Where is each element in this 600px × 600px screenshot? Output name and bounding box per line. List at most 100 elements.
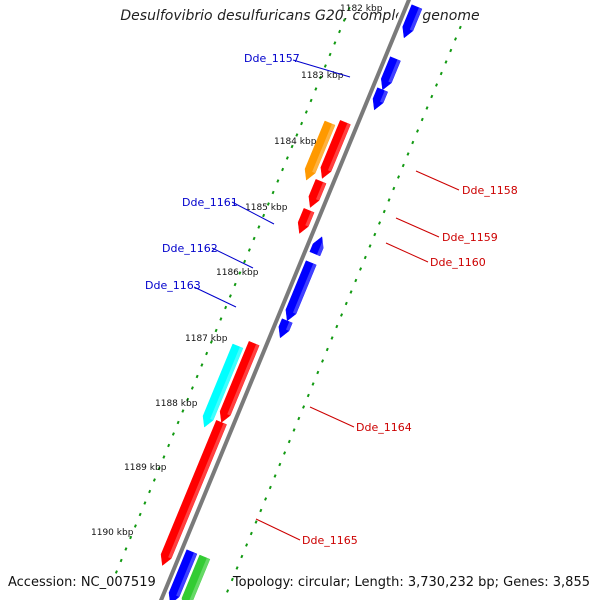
right-gc-dot xyxy=(238,271,242,275)
right-gc-dot xyxy=(224,305,228,310)
left-gc-dot xyxy=(425,106,429,110)
gene-label-dde-1159[interactable]: Dde_1159 xyxy=(442,231,498,244)
gene-label-dde-1160[interactable]: Dde_1160 xyxy=(430,256,486,269)
gene-dde-1157a-shade xyxy=(388,59,401,83)
gene-dde-1159[interactable] xyxy=(308,178,327,208)
gene-dde-1161[interactable] xyxy=(309,236,324,257)
gene-dde-1166[interactable] xyxy=(168,549,198,600)
left-gc-dot xyxy=(306,393,310,398)
left-gc-dot xyxy=(325,347,329,352)
gene-label-dde-1158[interactable]: Dde_1158 xyxy=(462,184,518,197)
left-gc-dot xyxy=(387,198,391,202)
leader-line-dde-1160 xyxy=(385,242,429,263)
left-gc-dot xyxy=(259,508,263,513)
right-gc-dot xyxy=(228,294,232,298)
kbp-label-1186: 1186 kbp xyxy=(216,268,259,278)
left-gc-dot xyxy=(435,83,439,87)
gene-label-dde-1164[interactable]: Dde_1164 xyxy=(356,421,412,434)
left-gc-dot xyxy=(382,209,386,214)
kbp-label-1188: 1188 kbp xyxy=(155,399,198,409)
gene-dde-1167[interactable] xyxy=(181,554,211,600)
right-gc-track xyxy=(114,6,351,574)
right-gc-dot xyxy=(214,328,218,333)
right-gc-dot xyxy=(295,133,299,137)
gene-dde-1164-shade xyxy=(210,346,243,421)
gene-dde-1163[interactable] xyxy=(278,318,293,339)
left-gc-track xyxy=(226,25,462,593)
left-gc-dot xyxy=(245,543,249,547)
left-gc-dot xyxy=(420,117,424,122)
right-gc-dot xyxy=(148,489,152,494)
kbp-label-1183: 1183 kbp xyxy=(301,71,344,81)
gene-dde-1165-shade xyxy=(168,423,227,559)
left-gc-dot xyxy=(340,313,344,317)
gene-dde-1160[interactable] xyxy=(297,207,315,234)
gene-dde-1160-shade xyxy=(305,211,315,227)
gene-label-dde-1165[interactable]: Dde_1165 xyxy=(302,534,358,547)
kbp-label-1182: 1182 kbp xyxy=(340,4,383,14)
gene-dde-1161-shade xyxy=(316,237,327,256)
left-gc-dot xyxy=(316,370,320,375)
gene-label-dde-1157[interactable]: Dde_1157 xyxy=(244,52,300,65)
left-gc-dot xyxy=(283,451,287,455)
right-gc-dot xyxy=(195,374,199,379)
left-gc-dot xyxy=(278,462,282,467)
gene-dde-1164a-shade xyxy=(227,344,260,416)
right-gc-dot xyxy=(271,190,275,195)
right-gc-dot xyxy=(133,524,137,528)
right-gc-dot xyxy=(209,340,213,344)
left-gc-dot xyxy=(287,439,291,444)
right-gc-dot xyxy=(281,167,285,172)
left-gc-dot xyxy=(321,359,325,363)
gene-label-dde-1162[interactable]: Dde_1162 xyxy=(162,242,218,255)
right-gc-dot xyxy=(252,236,256,241)
left-gc-dot xyxy=(392,186,396,191)
gene-dde-1158-shade xyxy=(327,123,351,172)
left-gc-dot xyxy=(330,336,334,340)
right-gc-dot xyxy=(333,41,337,45)
gene-dde-1157[interactable] xyxy=(372,87,389,111)
right-gc-dot xyxy=(114,570,118,574)
right-gc-dot xyxy=(323,64,327,68)
left-gc-dot xyxy=(359,267,363,271)
right-gc-dot xyxy=(119,558,123,563)
gene-dde-1157a[interactable] xyxy=(380,56,401,91)
left-gc-dot xyxy=(230,577,234,582)
gene-label-dde-1161[interactable]: Dde_1161 xyxy=(182,196,238,209)
gene-features xyxy=(160,4,423,600)
gene-label-dde-1163[interactable]: Dde_1163 xyxy=(145,279,201,292)
gene-dde-1156[interactable] xyxy=(402,4,423,39)
right-gc-dot xyxy=(319,75,323,80)
left-gc-dot xyxy=(335,324,339,329)
gene-dde-1165[interactable] xyxy=(160,419,227,566)
gene-dde-1159-shade xyxy=(315,182,327,201)
left-gc-dot xyxy=(363,255,367,260)
right-gc-dot xyxy=(266,202,270,206)
kbp-label-1190: 1190 kbp xyxy=(91,528,134,538)
gene-dde-1162[interactable] xyxy=(285,260,317,322)
gene-dde-1162-shade xyxy=(292,263,317,314)
kbp-label-1185: 1185 kbp xyxy=(245,203,288,213)
leader-line-dde-1165 xyxy=(255,518,301,541)
right-gc-dot xyxy=(247,248,251,252)
right-gc-dot xyxy=(328,52,332,57)
left-gc-dot xyxy=(416,129,420,133)
right-gc-dot xyxy=(309,98,313,103)
left-gc-dot xyxy=(302,405,306,409)
kbp-label-1187: 1187 kbp xyxy=(185,334,228,344)
gene-dde-1164[interactable] xyxy=(202,343,244,428)
topology-text: Topology: circular; Length: 3,730,232 bp… xyxy=(232,575,590,590)
gene-dde-1158[interactable] xyxy=(320,119,351,179)
left-gc-dot xyxy=(378,221,382,225)
right-gc-dot xyxy=(152,478,156,482)
right-gc-dot xyxy=(176,420,180,425)
accession-text: Accession: NC_007519 xyxy=(8,575,156,590)
left-gc-dot xyxy=(249,531,253,536)
left-gc-dot xyxy=(406,152,410,156)
left-gc-dot xyxy=(454,37,458,41)
right-gc-dot xyxy=(138,512,142,517)
left-gc-dot xyxy=(311,382,315,386)
left-gc-dot xyxy=(297,416,301,421)
gene-dde-1158b[interactable] xyxy=(304,120,336,181)
gene-dde-1164a[interactable] xyxy=(219,340,260,423)
